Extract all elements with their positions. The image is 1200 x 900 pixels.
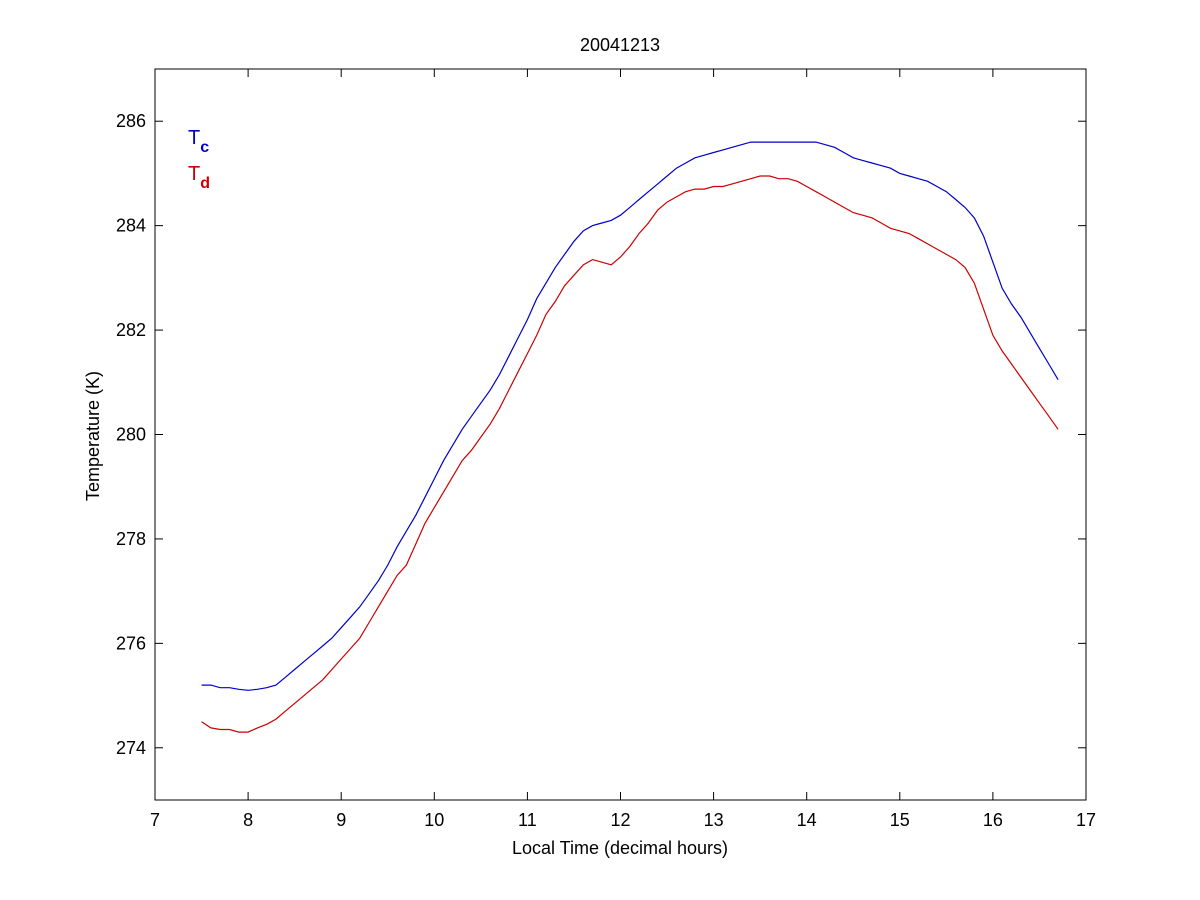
y-tick-label: 280 bbox=[116, 425, 146, 445]
x-tick-label: 8 bbox=[243, 810, 253, 830]
series-line-tc bbox=[201, 141, 1059, 691]
x-tick-label: 14 bbox=[797, 810, 817, 830]
x-tick-label: 12 bbox=[610, 810, 630, 830]
legend-entry-td: Td bbox=[188, 163, 210, 192]
y-tick-label: 286 bbox=[116, 111, 146, 131]
y-tick-label: 274 bbox=[116, 738, 146, 758]
x-tick-label: 7 bbox=[150, 810, 160, 830]
x-tick-label: 16 bbox=[983, 810, 1003, 830]
y-tick-label: 284 bbox=[116, 216, 146, 236]
x-tick-label: 13 bbox=[704, 810, 724, 830]
x-tick-label: 10 bbox=[424, 810, 444, 830]
y-tick-label: 282 bbox=[116, 320, 146, 340]
x-tick-label: 15 bbox=[890, 810, 910, 830]
chart-title: 20041213 bbox=[580, 35, 660, 55]
y-axis-ticks: 274 276 278 280 282 284 286 bbox=[116, 111, 1086, 758]
x-tick-label: 11 bbox=[518, 810, 537, 830]
x-axis-ticks: 7 8 9 10 11 12 13 14 15 16 17 bbox=[150, 69, 1096, 830]
y-axis-label: Temperature (K) bbox=[83, 371, 103, 501]
y-tick-label: 276 bbox=[116, 633, 146, 653]
x-tick-label: 17 bbox=[1076, 810, 1096, 830]
y-tick-label: 278 bbox=[116, 529, 146, 549]
x-axis-label: Local Time (decimal hours) bbox=[512, 838, 728, 858]
legend-entry-tc: Tc bbox=[188, 127, 209, 156]
x-tick-label: 9 bbox=[336, 810, 346, 830]
series-layer bbox=[201, 141, 1059, 733]
series-line-td bbox=[201, 175, 1059, 733]
legend: Tc Td bbox=[188, 127, 210, 192]
